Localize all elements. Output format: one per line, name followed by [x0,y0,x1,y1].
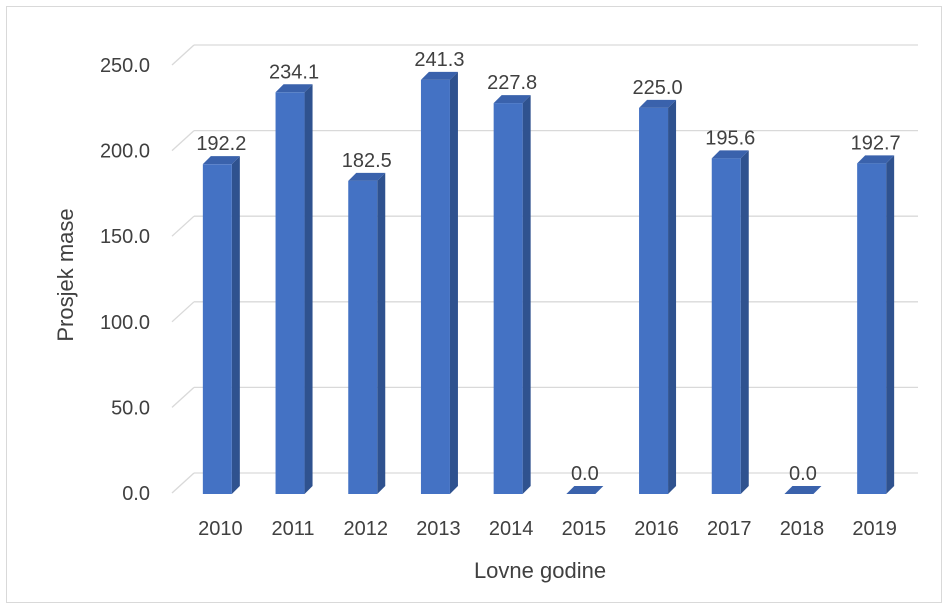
bar-top [275,84,313,93]
bar-side [668,99,677,495]
bar-front [639,107,669,495]
bar-front [711,158,741,494]
x-axis-title: Lovne godine [474,558,606,583]
bar-front [202,164,232,494]
gridline-depth [171,44,195,66]
bar-2012 [348,172,386,494]
bar-side [740,150,749,494]
data-label-2010: 192.2 [196,133,246,155]
bar-2014 [493,95,531,494]
bar-top [566,486,604,494]
y-tick-label: 100.0 [100,312,150,334]
y-tick-label: 250.0 [100,55,150,77]
data-label-2015: 0.0 [571,463,599,485]
gridline-depth [171,386,195,408]
gridline-depth [171,215,195,237]
bar-2017 [711,150,749,494]
y-tick-label: 200.0 [100,141,150,163]
bar-top [784,486,822,494]
x-tick-label: 2016 [634,518,679,540]
bar-top [857,155,895,164]
bar-top [420,71,458,80]
bars [202,71,895,495]
bar-side [231,156,240,494]
bar-top [202,156,240,165]
x-tick-label: 2017 [707,518,752,540]
x-tick-label: 2010 [198,518,243,540]
bar-side [449,71,458,494]
bar-front [420,79,450,494]
bar-front [857,163,887,495]
data-label-2012: 182.5 [342,150,392,172]
bar-front [493,103,523,494]
bar-2016 [639,99,677,495]
bar-side [304,84,313,495]
x-tick-label: 2012 [344,518,389,540]
data-label-2011: 234.1 [269,61,319,83]
data-label-2014: 227.8 [487,72,537,94]
x-tick-label: 2011 [272,518,315,540]
x-tick-label: 2018 [780,518,825,540]
data-label-2017: 195.6 [705,127,755,149]
x-tick-label: 2013 [416,518,461,540]
bar-front [275,92,305,495]
bar-top [493,95,531,104]
gridline-depth [171,301,195,323]
bar-top [639,99,677,108]
data-label-2018: 0.0 [789,463,817,485]
bar-2015 [566,486,604,494]
x-tick-label: 2019 [852,518,897,540]
bar-top [348,172,386,181]
bar-side [377,172,386,494]
bar-2019 [857,155,895,495]
data-label-2013: 241.3 [414,49,464,71]
y-tick-label: 50.0 [111,397,150,419]
y-axis-title: Prosjek mase [53,208,78,341]
x-tick-label: 2014 [489,518,534,540]
x-tick-label: 2015 [562,518,607,540]
data-label-2019: 192.7 [851,132,901,154]
chart-frame [6,6,942,603]
bar-front [348,180,378,494]
bar-2018 [784,486,822,494]
bar-side [886,155,895,495]
bar-top [711,150,749,159]
y-tick-label: 0.0 [122,483,150,505]
gridline-depth [171,472,195,494]
bar-2013 [420,71,458,494]
bar-side [522,95,531,494]
x-axis-ticks: 2010 2011 2012 2013 2014 2015 2016 2017 2018 2019 [198,518,897,540]
data-label-2016: 225.0 [633,77,683,99]
bar-2010 [202,156,240,494]
data-labels: 192.2 234.1 182.5 241.3 227.8 0.0 225.0 195.6 0.… [196,49,900,485]
bar-2011 [275,84,313,495]
gridline-depth [171,130,195,152]
y-tick-label: 150.0 [100,226,150,248]
y-axis-ticks: 0.0 50.0 100.0 150.0 200.0 250.0 [100,55,150,505]
gridlines [171,44,918,494]
